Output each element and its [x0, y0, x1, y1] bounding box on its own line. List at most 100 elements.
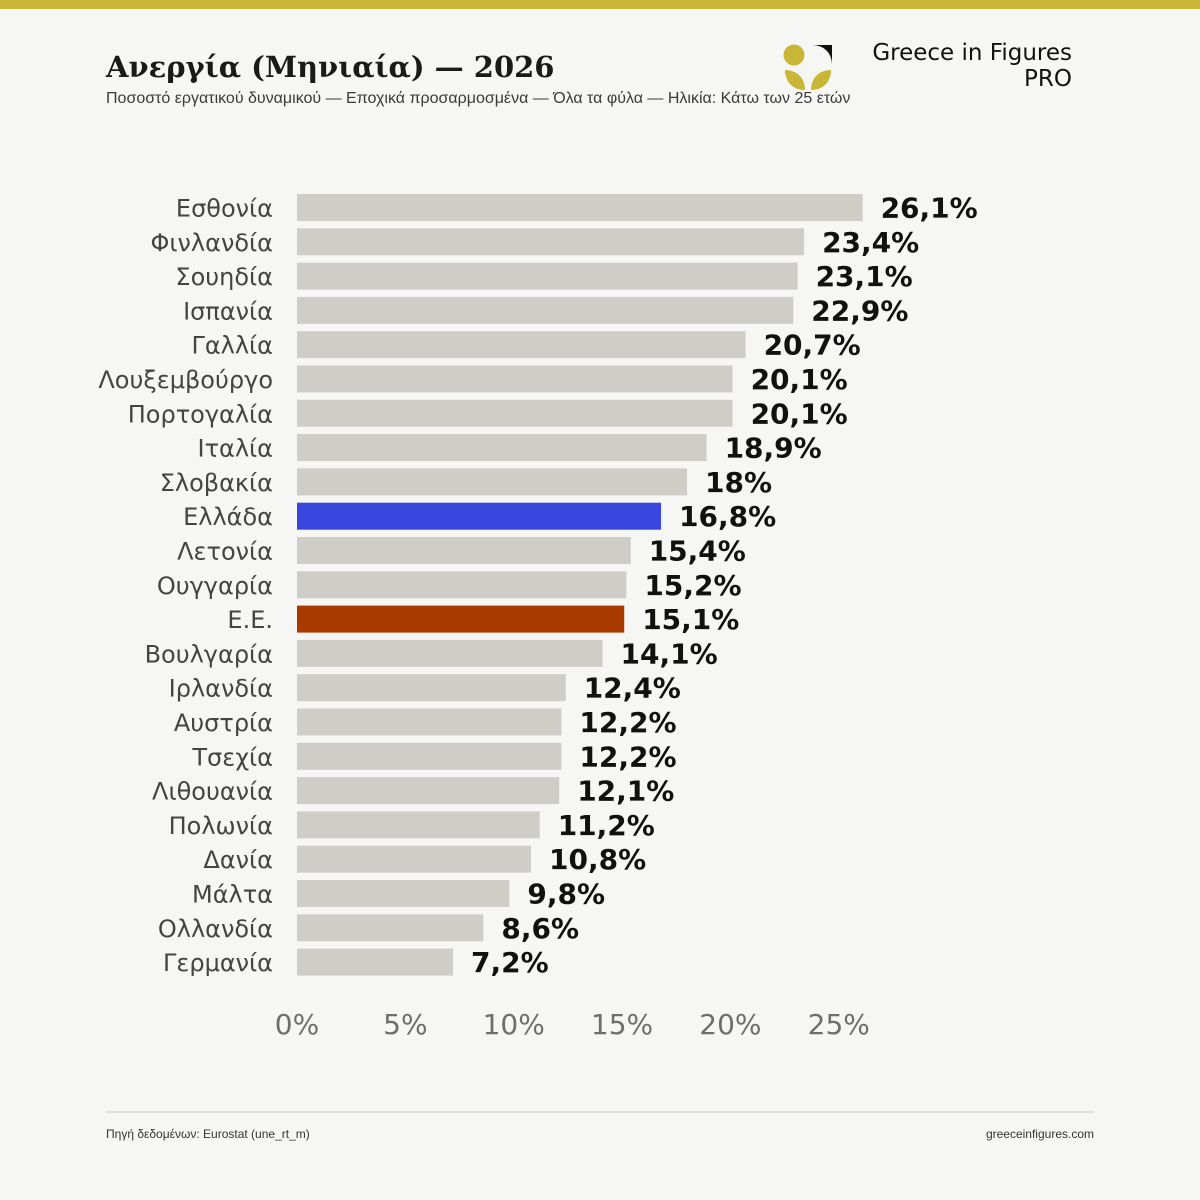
category-label: Ελλάδα	[183, 503, 273, 531]
category-label: Ε.Ε.	[227, 606, 273, 634]
value-label: 10,8%	[549, 843, 646, 876]
category-label: Φινλανδία	[151, 229, 273, 257]
category-label: Ιρλανδία	[169, 675, 273, 703]
x-tick-label: 0%	[275, 1008, 319, 1041]
x-tick-label: 5%	[383, 1008, 427, 1041]
x-tick-label: 20%	[699, 1008, 761, 1041]
value-label: 12,2%	[579, 706, 676, 739]
value-label: 20,1%	[751, 397, 848, 430]
bar	[297, 948, 454, 976]
category-label: Ολλανδία	[158, 915, 273, 943]
bar-row: Γερμανία 7,2%	[163, 946, 549, 979]
category-label: Δανία	[203, 846, 273, 874]
bar	[297, 639, 603, 667]
bar	[297, 365, 733, 393]
bar	[297, 331, 746, 359]
category-label: Γαλλία	[191, 332, 273, 360]
category-label: Λιθουανία	[152, 778, 273, 806]
bar	[297, 468, 688, 496]
value-label: 11,2%	[558, 809, 655, 842]
brand-tier: PRO	[1024, 66, 1072, 92]
x-tick-label: 25%	[808, 1008, 870, 1041]
bar	[297, 674, 566, 702]
value-label: 18,9%	[725, 432, 822, 465]
bar	[297, 228, 805, 256]
bar	[297, 194, 863, 221]
value-label: 9,8%	[527, 878, 605, 911]
bar-row: Ιρλανδία 12,4%	[169, 672, 681, 705]
value-label: 12,2%	[579, 740, 676, 773]
bar-row: Εσθονία 26,1%	[176, 192, 978, 225]
bar-row: Πορτογαλία 20,1%	[128, 397, 848, 430]
value-label: 20,7%	[764, 329, 861, 362]
bar-row: Ελλάδα 16,8%	[183, 500, 776, 533]
category-label: Μάλτα	[192, 881, 273, 909]
brand-name: Greece in Figures	[872, 40, 1072, 66]
bar	[297, 880, 510, 907]
top-accent-bar	[0, 0, 1200, 9]
value-label: 15,4%	[649, 535, 746, 568]
bar-row: Δανία 10,8%	[203, 843, 646, 876]
bar	[297, 571, 627, 599]
category-label: Λουξεμβούργο	[98, 366, 273, 394]
value-label: 26,1%	[881, 192, 978, 225]
bar-row: Σλοβακία 18%	[160, 466, 772, 499]
bar-row: Γαλλία 20,7%	[191, 329, 860, 362]
value-label: 12,4%	[584, 672, 681, 705]
category-label: Αυστρία	[174, 709, 273, 737]
value-label: 16,8%	[679, 500, 776, 533]
bar-row: Σουηδία 23,1%	[175, 260, 912, 293]
value-label: 14,1%	[621, 637, 718, 670]
bar-chart: Εσθονία 26,1%Φινλανδία 23,4%Σουηδία 23,1%Ισ…	[98, 192, 978, 1041]
bar	[297, 296, 794, 324]
value-label: 20,1%	[751, 363, 848, 396]
bar	[297, 708, 562, 736]
bar	[297, 434, 707, 462]
bar-row: Λουξεμβούργο 20,1%	[98, 363, 847, 396]
bar	[297, 502, 662, 530]
bar-row: Λιθουανία 12,1%	[152, 775, 674, 808]
footer-divider	[106, 1111, 1094, 1113]
category-label: Γερμανία	[163, 949, 273, 977]
bar	[297, 742, 562, 770]
category-label: Σλοβακία	[160, 469, 273, 497]
value-label: 7,2%	[471, 946, 549, 979]
chart-subtitle: Ποσοστό εργατικού δυναμικού — Εποχικά πρ…	[106, 90, 851, 107]
bar	[297, 537, 631, 564]
value-label: 15,2%	[644, 569, 741, 602]
category-label: Ισπανία	[183, 297, 273, 325]
bar	[297, 914, 484, 942]
value-label: 23,4%	[822, 226, 919, 259]
category-label: Ουγγαρία	[157, 572, 273, 600]
category-label: Λετονία	[177, 538, 273, 566]
value-label: 8,6%	[501, 912, 579, 945]
value-label: 12,1%	[577, 775, 674, 808]
bar-row: Λετονία 15,4%	[177, 535, 746, 568]
bar-row: Βουλγαρία 14,1%	[145, 637, 718, 670]
bar-row: Μάλτα 9,8%	[192, 878, 605, 911]
bar-row: Ισπανία 22,9%	[183, 294, 908, 327]
bar-row: Τσεχία 12,2%	[191, 740, 676, 773]
bar	[297, 605, 625, 633]
bar-row: Ε.Ε. 15,1%	[227, 603, 739, 636]
category-label: Πολωνία	[169, 812, 273, 840]
brand-block[interactable]: Greece in Figures PRO	[782, 40, 1082, 96]
x-tick-label: 15%	[591, 1008, 653, 1041]
bar-row: Φινλανδία 23,4%	[151, 226, 920, 259]
category-label: Πορτογαλία	[128, 400, 273, 428]
bar-row: Ουγγαρία 15,2%	[157, 569, 742, 602]
value-label: 23,1%	[816, 260, 913, 293]
footer-site-link[interactable]: greeceinfigures.com	[985, 1127, 1094, 1141]
bar	[297, 811, 540, 839]
category-label: Εσθονία	[176, 195, 273, 223]
bar-row: Ιταλία 18,9%	[198, 432, 822, 465]
bar	[297, 262, 798, 290]
category-label: Τσεχία	[191, 743, 273, 771]
bar-row: Αυστρία 12,2%	[174, 706, 677, 739]
footer-source: Πηγή δεδομένων: Eurostat (une_rt_m)	[106, 1127, 310, 1141]
bar-row: Ολλανδία 8,6%	[158, 912, 579, 945]
category-label: Ιταλία	[198, 435, 274, 463]
value-label: 22,9%	[811, 294, 908, 327]
value-label: 15,1%	[642, 603, 739, 636]
bar	[297, 845, 532, 873]
